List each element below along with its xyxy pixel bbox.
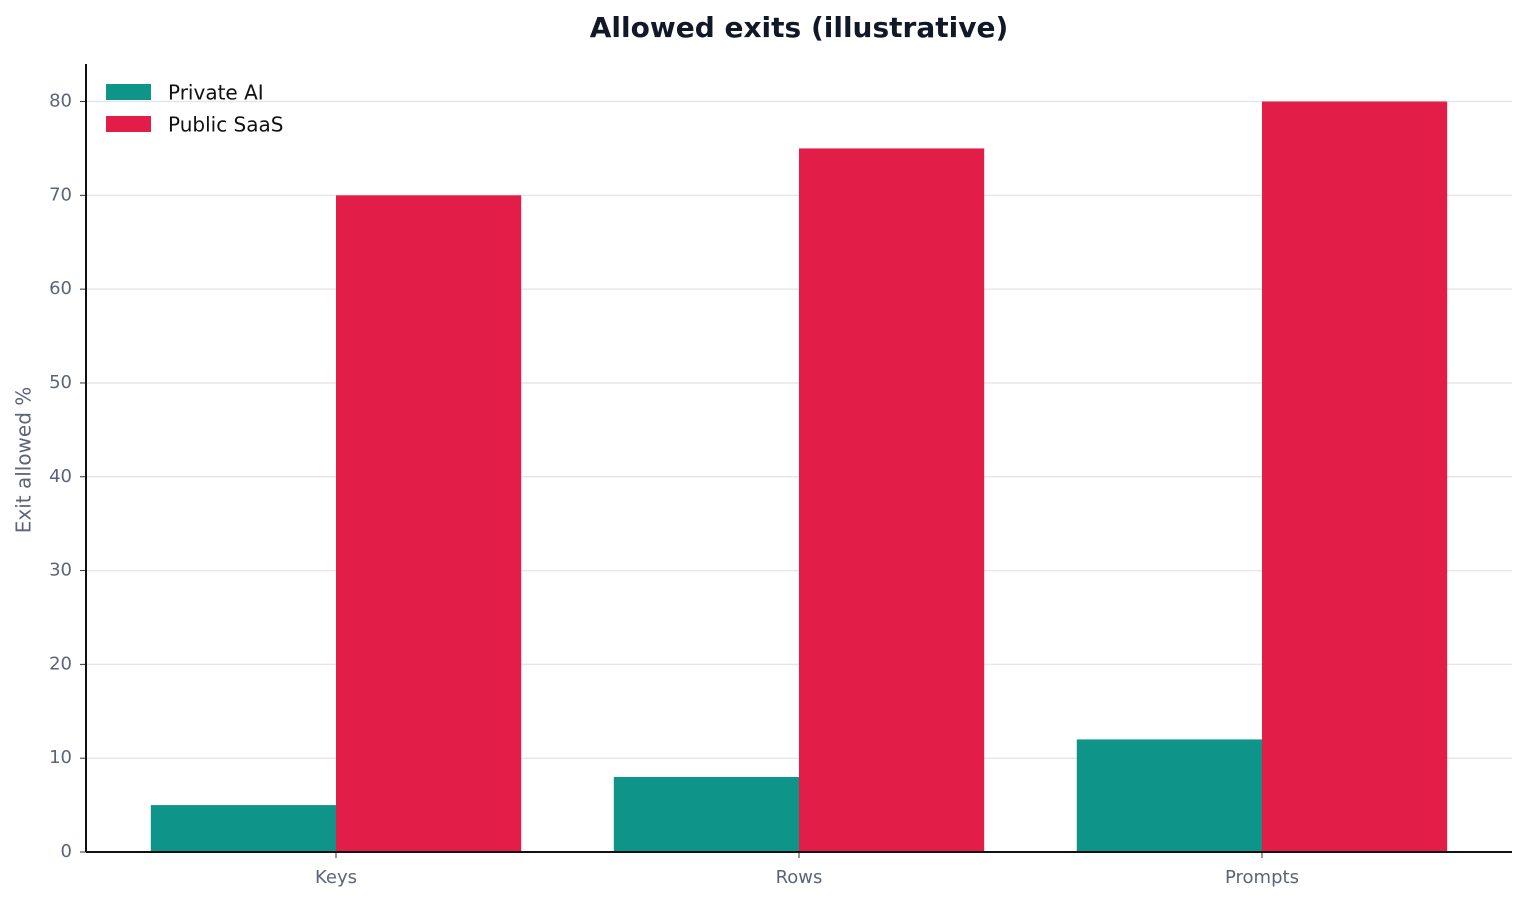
legend-swatch (106, 84, 151, 100)
y-tick-label: 20 (49, 653, 72, 674)
y-tick-label: 0 (61, 841, 72, 862)
legend-label: Public SaaS (168, 113, 283, 137)
y-tick-label: 60 (49, 278, 72, 299)
x-tick-label: Rows (776, 867, 823, 888)
bar (336, 195, 522, 853)
bar (613, 776, 799, 852)
bar (1076, 739, 1262, 852)
y-tick-label: 70 (49, 184, 72, 205)
bar (799, 148, 985, 852)
chart-title: Allowed exits (illustrative) (590, 11, 1009, 44)
y-tick-label: 50 (49, 372, 72, 393)
y-tick-label: 30 (49, 560, 72, 581)
x-tick-label: Keys (315, 867, 357, 888)
bar (150, 805, 337, 852)
bar (1261, 101, 1448, 853)
y-tick-label: 10 (49, 747, 72, 768)
y-tick-label: 40 (49, 466, 72, 487)
y-axis-label: Exit allowed % (12, 387, 36, 534)
x-tick-label: Prompts (1225, 867, 1299, 888)
legend-swatch (106, 116, 151, 132)
legend-label: Private AI (168, 81, 264, 105)
y-tick-label: 80 (49, 91, 72, 112)
